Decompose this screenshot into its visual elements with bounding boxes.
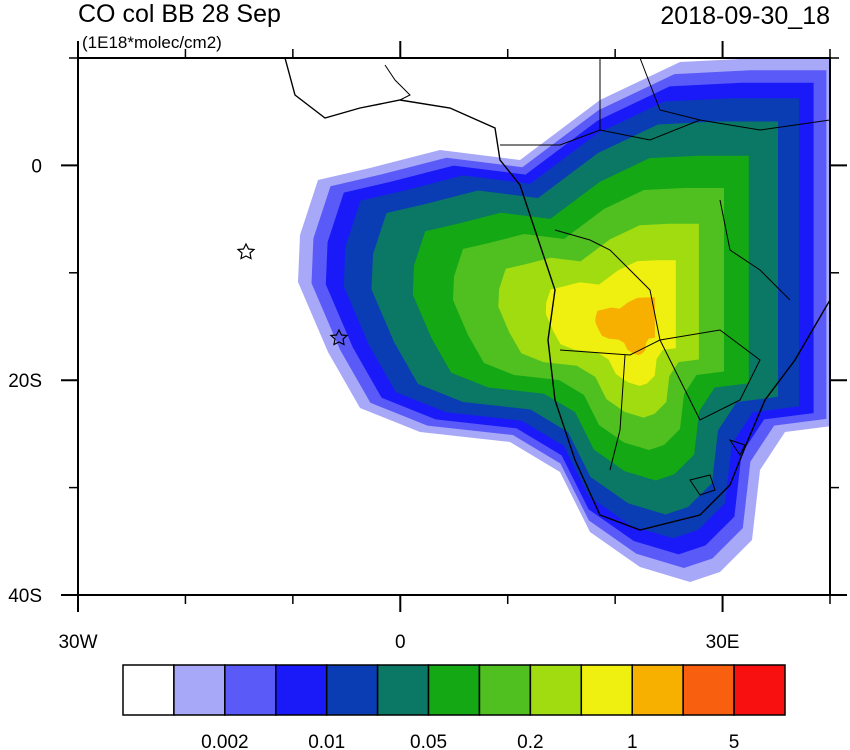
title: CO col BB 28 Sep	[78, 0, 281, 28]
colorbar-label: 0.2	[517, 732, 543, 750]
colorbar-swatch	[173, 664, 226, 716]
colorbar: 0.002 0.01 0.05 0.2 1 5	[122, 664, 786, 750]
colorbar-swatch	[427, 664, 481, 716]
station-markers	[236, 242, 349, 346]
x-tick-label: 30W	[58, 632, 97, 653]
colorbar-swatch	[733, 664, 786, 716]
colorbar-label: 1	[627, 732, 638, 750]
colorbar-label: 5	[729, 732, 740, 750]
y-tick-label: 20S	[8, 371, 42, 392]
colorbar-label: 0.002	[201, 732, 249, 750]
plume	[298, 58, 830, 582]
colorbar-swatch	[376, 664, 430, 716]
colorbar-swatch	[631, 664, 684, 716]
timestamp: 2018-09-30_18	[660, 2, 830, 30]
subtitle: (1E18*molec/cm2)	[82, 33, 222, 52]
colorbar-swatch	[682, 664, 735, 716]
x-tick-label: 30E	[706, 632, 740, 653]
y-tick-label: 40S	[8, 586, 42, 607]
colorbar-swatch	[122, 664, 175, 716]
colorbar-swatch	[478, 664, 532, 716]
colorbar-swatch	[275, 664, 328, 716]
x-tick-label: 0	[395, 632, 406, 653]
y-tick-label: 0	[31, 156, 42, 177]
colorbar-label: 0.05	[410, 732, 447, 750]
axes: 30W 0 30E 0 20S 40S	[8, 41, 847, 653]
colorbar-swatch	[529, 664, 583, 716]
coastlines	[284, 58, 830, 531]
colorbar-swatch	[325, 664, 379, 716]
colorbar-label: 0.01	[308, 732, 345, 750]
plume-layer	[595, 297, 655, 356]
plot-frame	[77, 57, 831, 596]
colorbar-swatch	[224, 664, 277, 716]
colorbar-swatch	[580, 664, 633, 716]
